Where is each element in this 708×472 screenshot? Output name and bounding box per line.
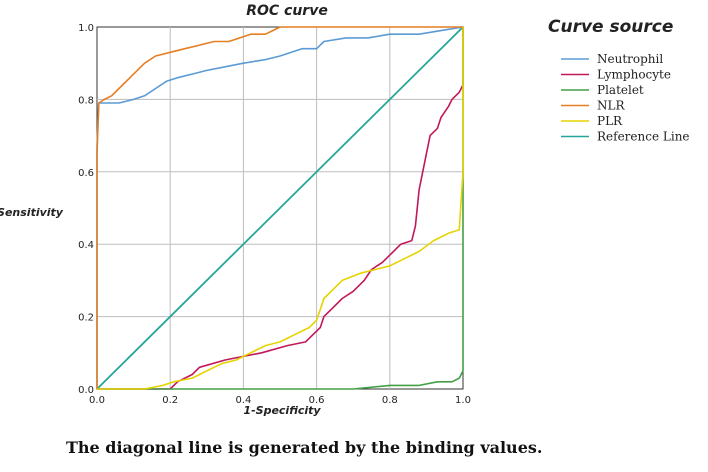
x-tick-label: 0.0 <box>89 395 105 406</box>
series-line-neutrophil <box>96 26 464 389</box>
x-tick-label: 1.0 <box>455 395 471 406</box>
y-tick-label: 0.6 <box>78 168 94 179</box>
y-tick-labels: 0.0 0.2 0.4 0.6 0.8 1.0 <box>78 23 94 396</box>
series-line-platelet <box>97 27 464 390</box>
figure-caption: The diagonal line is generated by the bi… <box>66 438 543 457</box>
legend-item: NLR <box>561 99 625 113</box>
legend-label: Reference Line <box>597 130 690 144</box>
legend-item: Neutrophil <box>561 52 663 66</box>
legend-item: Lymphocyte <box>561 68 671 82</box>
y-tick-label: 1.0 <box>78 23 94 34</box>
y-tick-label: 0.8 <box>78 95 94 106</box>
series-layer <box>96 26 464 390</box>
x-tick-label: 0.2 <box>162 395 178 406</box>
chart-title: ROC curve <box>246 3 328 19</box>
legend-label: Platelet <box>597 83 644 97</box>
y-tick-label: 0.0 <box>78 385 94 396</box>
y-tick-label: 0.4 <box>78 240 94 251</box>
y-axis-label: Sensitivity <box>0 206 64 219</box>
x-axis-label: 1-Specificity <box>243 404 321 417</box>
legend-title: Curve source <box>548 17 673 37</box>
x-tick-label: 0.8 <box>382 395 398 406</box>
x-tick-labels: 0.0 0.2 0.4 0.6 0.8 1.0 <box>89 395 471 406</box>
legend-label: PLR <box>597 114 623 128</box>
y-tick-label: 0.2 <box>78 313 94 324</box>
legend-label: Neutrophil <box>597 52 663 66</box>
legend-label: NLR <box>597 99 625 113</box>
x-tick-label: 0.4 <box>235 395 251 406</box>
legend-label: Lymphocyte <box>597 68 671 82</box>
legend-item: Platelet <box>561 83 644 97</box>
roc-chart: ROC curve 0.0 0.2 0.4 0.6 0.8 1.0 0.00.20.40.… <box>0 3 690 417</box>
legend-item: Reference Line <box>561 130 690 144</box>
x-tick-label: 0.6 <box>309 395 325 406</box>
series-line-lymphocyte <box>97 27 464 390</box>
series-line-nlr <box>96 26 463 389</box>
legend-item: PLR <box>561 114 623 128</box>
series-line-reference-line <box>96 26 464 390</box>
series-line-plr <box>97 27 464 390</box>
reference-line-layer <box>96 26 464 390</box>
